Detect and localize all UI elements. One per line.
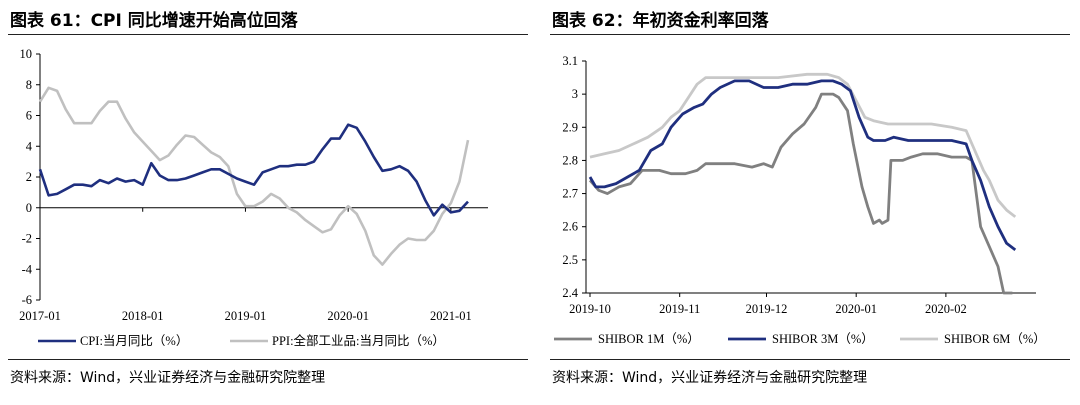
y-tick-label: 10	[20, 47, 33, 61]
legend-label-shibor-1m: SHIBOR 1M（%）	[598, 332, 700, 346]
legend-label-ppi: PPI:全部工业品:当月同比（%）	[272, 333, 445, 348]
y-tick-label: 3	[572, 87, 578, 101]
series-line-shibor-3m	[588, 79, 1017, 252]
title-rule	[8, 34, 528, 35]
title-rule	[550, 34, 1070, 35]
source-note: 资料来源：Wind，兴业证券经济与金融研究院整理	[10, 370, 326, 386]
y-tick-label: 6	[26, 109, 32, 123]
y-tick-label: 2.7	[562, 187, 578, 201]
y-tick-label: 0	[26, 201, 32, 215]
series-line-shibor-1m	[588, 92, 1013, 295]
shibor-line-chart: 2.4 2.5 2.6 2.7 2.8 2.9 3 3.1 2019-10 2019-11 2019…	[554, 54, 1046, 346]
chart-panel-shibor: 图表 62：年初资金利率回落 2.4 2.5 2.6 2.7 2.8 2.9 3 3.1 201…	[550, 0, 1070, 405]
source-note: 资料来源：Wind，兴业证券经济与金融研究院整理	[552, 370, 868, 386]
x-tick-label: 2019-01	[225, 309, 267, 323]
y-tick-label: 3.1	[562, 54, 578, 68]
legend-label-cpi: CPI:当月同比（%）	[80, 334, 188, 348]
y-tick-label: 2.4	[562, 286, 578, 300]
y-tick-label: 2.6	[562, 220, 578, 234]
chart-panel-cpi: 图表 61：CPI 同比增速开始高位回落 -6 -4 -2 0 2 4 6 8 10 2017-0…	[8, 0, 528, 405]
y-tick-label: 2	[26, 170, 32, 184]
cpi-ppi-line-chart: -6 -4 -2 0 2 4 6 8 10 2017-01 2018-01 2019-01 2020-0…	[19, 47, 488, 348]
y-tick-label: 4	[26, 139, 33, 153]
legend-label-shibor-6m: SHIBOR 6M（%）	[944, 332, 1046, 346]
x-tick-label: 2020-01	[835, 302, 877, 316]
series-line-shibor-6m	[589, 72, 1017, 218]
series-line-ppi	[38, 86, 470, 266]
y-tick-label: 8	[26, 78, 32, 92]
chart-title: 图表 62：年初资金利率回落	[552, 11, 769, 31]
y-tick-label: -6	[22, 293, 32, 307]
y-tick-label: 2.9	[562, 120, 578, 134]
y-tick-label: -2	[22, 232, 32, 246]
x-tick-label: 2017-01	[19, 309, 61, 323]
y-tick-label: -4	[22, 262, 33, 276]
x-tick-label: 2020-02	[925, 302, 967, 316]
x-tick-label: 2018-01	[122, 309, 164, 323]
source-rule	[8, 359, 528, 360]
x-tick-label: 2019-11	[659, 302, 700, 316]
chart-title: 图表 61：CPI 同比增速开始高位回落	[10, 11, 298, 31]
legend-label-shibor-3m: SHIBOR 3M（%）	[772, 332, 874, 346]
series-line-cpi	[38, 123, 469, 217]
x-tick-label: 2021-01	[430, 309, 472, 323]
x-tick-label: 2019-12	[746, 302, 788, 316]
y-tick-label: 2.8	[562, 153, 578, 167]
x-tick-label: 2020-01	[327, 309, 369, 323]
source-rule	[550, 359, 1070, 360]
y-tick-label: 2.5	[562, 253, 578, 267]
x-tick-label: 2019-10	[569, 302, 611, 316]
